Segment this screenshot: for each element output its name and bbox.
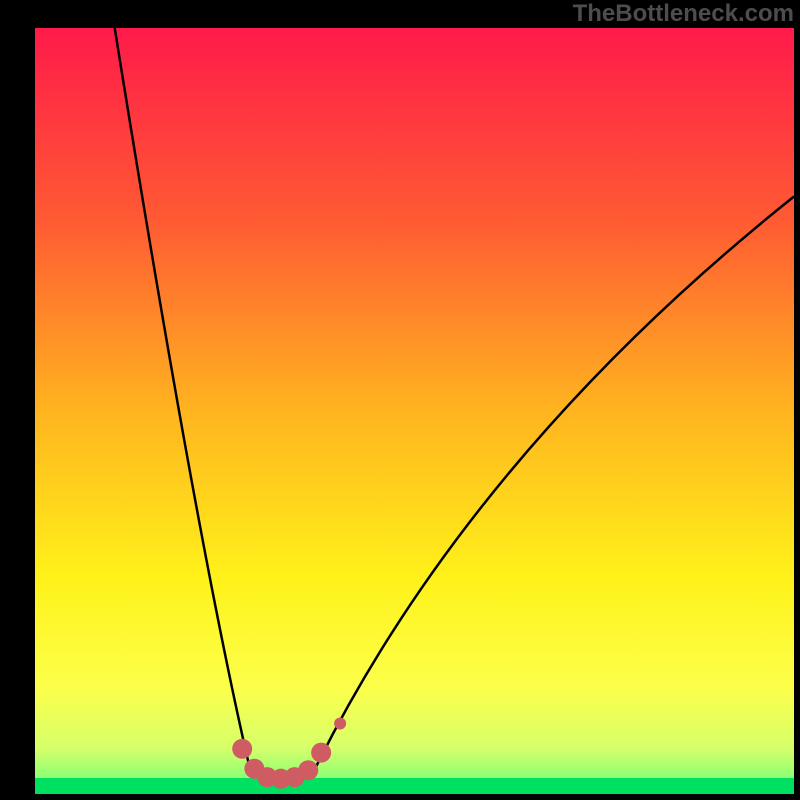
chart-frame: TheBottleneck.com: [0, 0, 800, 800]
valley-marker: [311, 743, 331, 763]
valley-marker: [232, 739, 252, 759]
valley-marker: [334, 718, 346, 730]
valley-marker: [298, 760, 318, 780]
v-curve: [0, 0, 800, 800]
bottleneck-curve-path: [115, 28, 794, 775]
watermark-text: TheBottleneck.com: [573, 0, 794, 28]
